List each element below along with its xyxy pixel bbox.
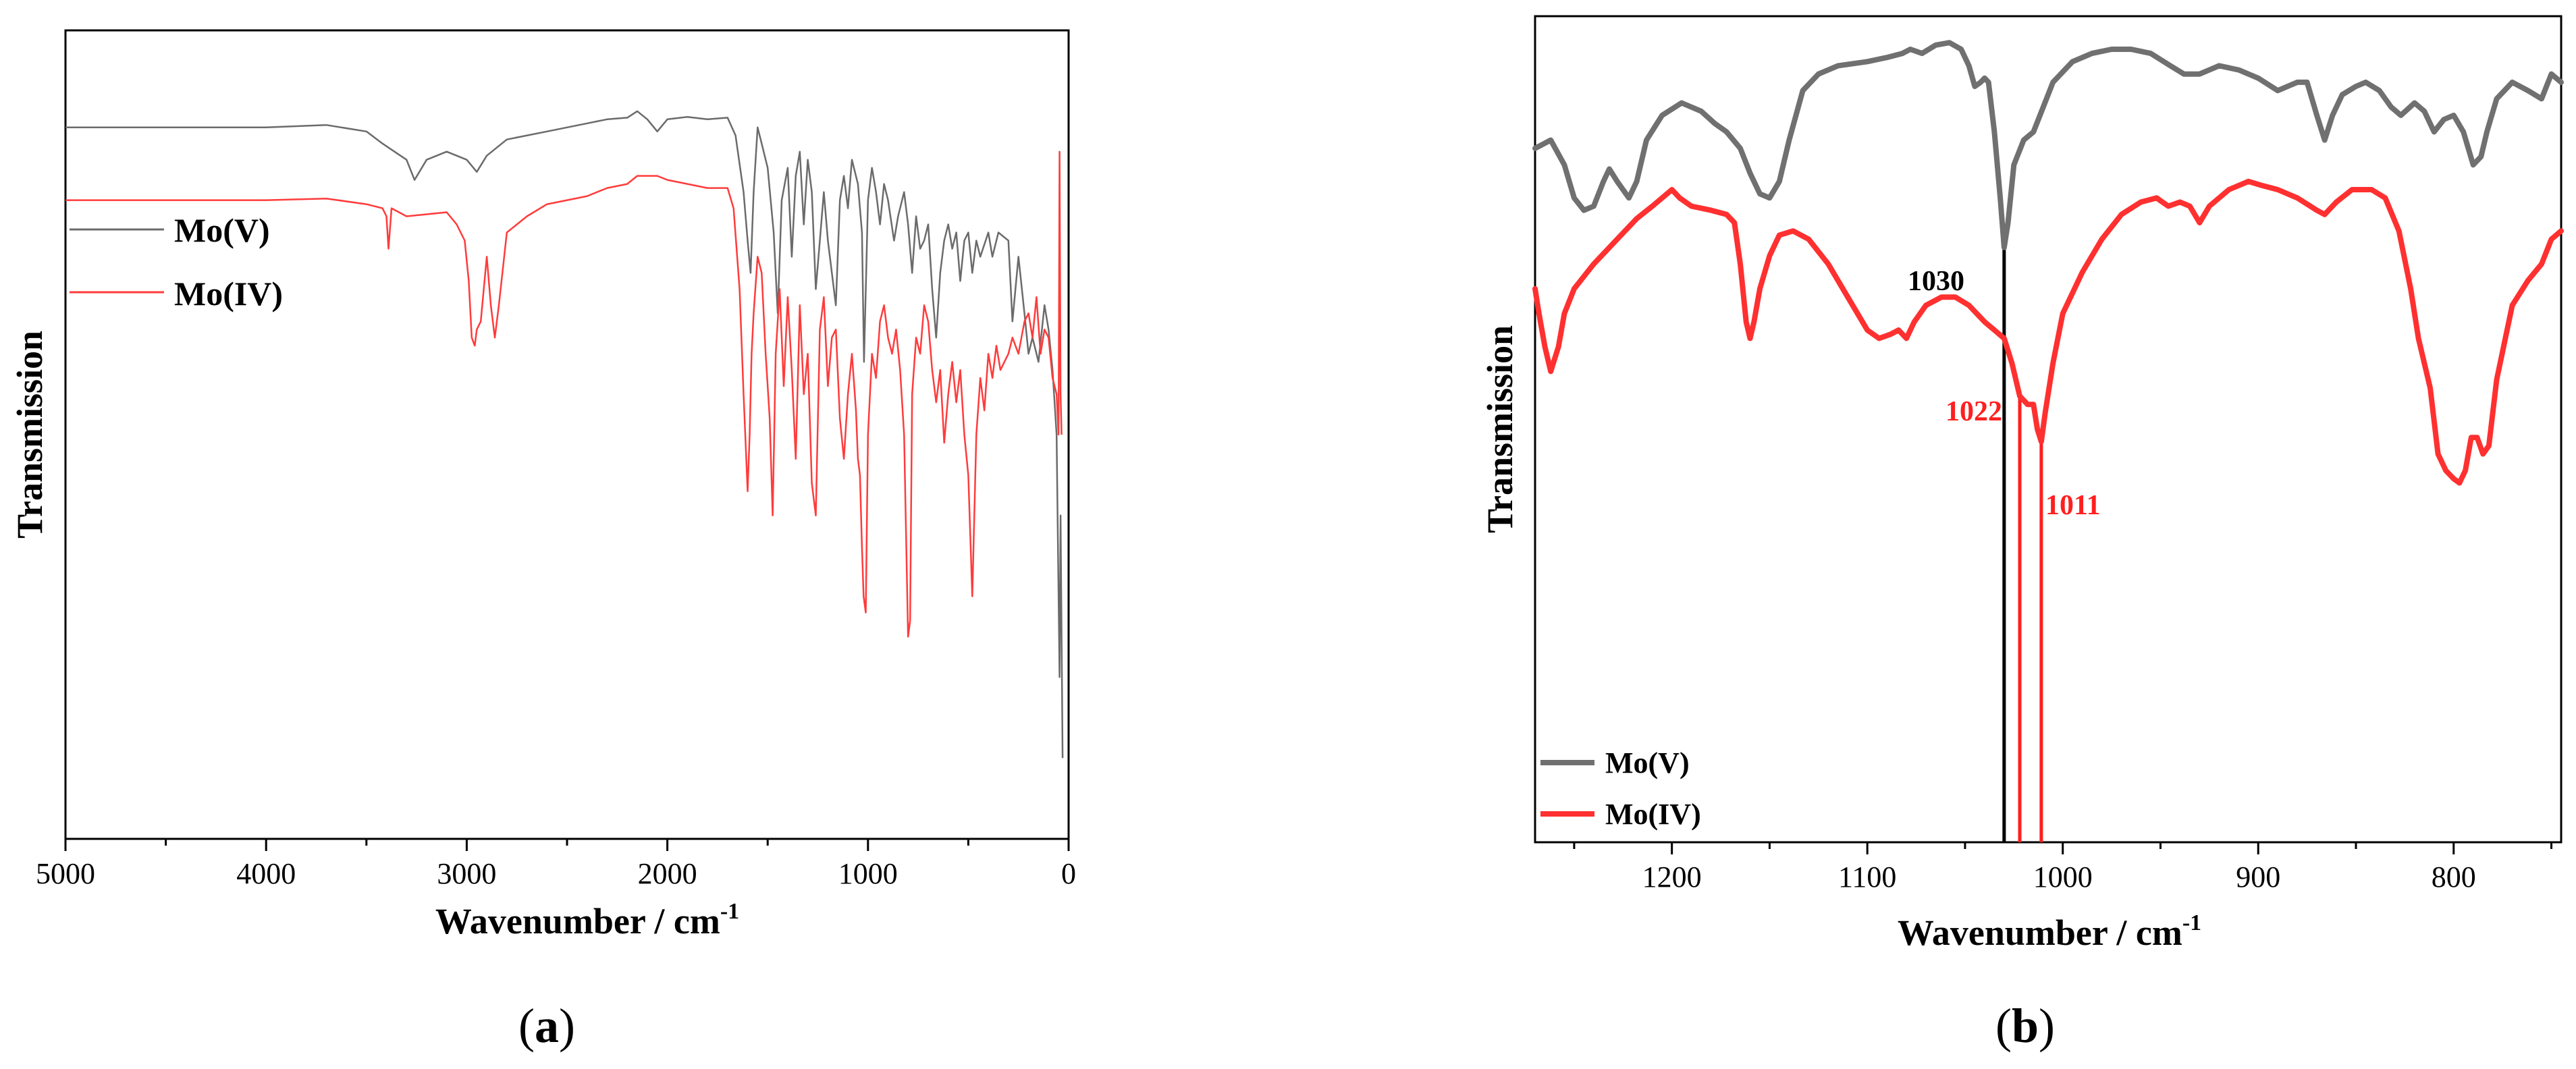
chart-a-xlabel: Wavenumber / cm-1 (435, 899, 739, 941)
chart-b-legend-label-mo-iv: Mo(IV) (1605, 798, 1701, 831)
chart-a-legend-label-mo-iv: Mo(IV) (174, 275, 283, 312)
chart-b-x-tick-label: 800 (2432, 860, 2476, 894)
chart-a-x-tick-label: 5000 (36, 857, 95, 890)
chart-a-series-mo-iv-line (65, 150, 1063, 638)
chart-b-x-tick-label: 900 (2236, 860, 2280, 894)
chart-b-legend: Mo(V) Mo(IV) (1540, 746, 1701, 831)
chart-a-plot-frame (64, 29, 1070, 840)
chart-b-ylabel: Transmission (1480, 325, 1520, 533)
chart-a-legend-label-mo-v: Mo(V) (174, 211, 270, 249)
chart-b-x-tick-label: 1000 (2033, 860, 2093, 894)
chart-b-plot-frame (1534, 15, 2562, 844)
chart-b: 1200 1100 1000 900 800 1030 1022 1011 Mo(V) … (1480, 15, 2564, 1053)
chart-b-annotation-1011: 1011 (2045, 490, 2101, 521)
chart-a: 5000 4000 3000 2000 1000 0 Mo(V) Mo(IV) Trans… (9, 29, 1076, 1053)
chart-b-annotation-lines (2002, 247, 2043, 842)
chart-a-x-tick-label: 3000 (437, 857, 496, 890)
panel-a-label: (a) (518, 999, 575, 1053)
chart-b-xlabel: Wavenumber / cm-1 (1898, 910, 2201, 953)
chart-a-ylabel: Transmission (9, 331, 50, 539)
chart-b-series-mo-iv-line (1532, 178, 2564, 486)
panel-b-label: (b) (1995, 999, 2055, 1053)
chart-a-series-mo-v-line (65, 110, 1064, 759)
chart-b-annotation-1022: 1022 (1946, 396, 2002, 427)
chart-a-x-tick-label: 1000 (838, 857, 898, 890)
chart-a-x-tick-label: 2000 (638, 857, 697, 890)
chart-b-x-tick-label: 1200 (1642, 860, 1702, 894)
chart-b-x-ticks: 1200 1100 1000 900 800 (1573, 842, 2553, 894)
chart-a-x-tick-label: 4000 (236, 857, 296, 890)
chart-a-x-ticks: 5000 4000 3000 2000 1000 0 (36, 839, 1076, 890)
chart-a-x-tick-label: 0 (1061, 857, 1076, 890)
chart-b-legend-label-mo-v: Mo(V) (1605, 746, 1690, 779)
chart-a-legend: Mo(V) Mo(IV) (70, 211, 283, 312)
chart-b-x-tick-label: 1100 (1838, 860, 1896, 894)
chart-b-series-mo-v-line (1532, 40, 2564, 250)
chart-b-annotation-1030: 1030 (1908, 266, 1964, 297)
